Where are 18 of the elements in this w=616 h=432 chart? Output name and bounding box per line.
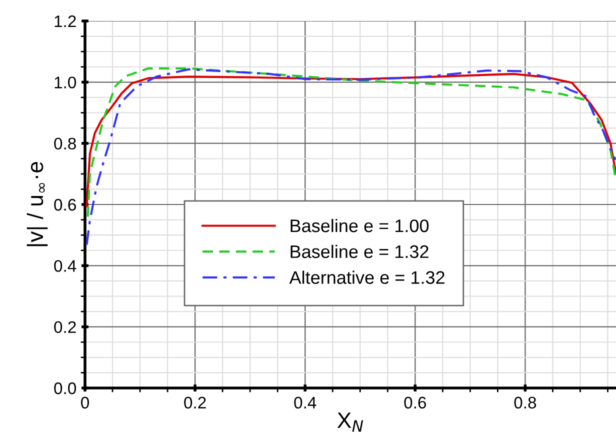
y-tick-label: 1.2	[54, 15, 76, 28]
y-tick-label: 0.4	[54, 260, 76, 272]
x-tick-label: 0.2	[184, 396, 206, 409]
y-tick-label: 0.8	[54, 138, 76, 150]
line-series	[86, 68, 616, 246]
legend-label: Baseline e = 1.00	[290, 218, 429, 232]
y-tick-label: 0.6	[54, 198, 76, 211]
y-axis-title: |v| / u$_{∞}$·e	[26, 162, 48, 246]
y-tick-label: 1.0	[54, 76, 76, 88]
legend-label: Alternative e = 1.32	[289, 270, 444, 284]
legend-label: Baseline e = 1.32	[290, 244, 428, 258]
y-tick-label: 0.0	[54, 382, 76, 394]
x-tick-label: 0.6	[404, 396, 426, 409]
x-tick-label: 0.8	[514, 396, 536, 409]
x-tick-label: 0	[81, 396, 89, 409]
x-tick-label: 0.4	[294, 396, 316, 409]
y-tick-label: 0.2	[54, 321, 76, 334]
x-axis-title: X$_{N}$	[337, 412, 364, 432]
